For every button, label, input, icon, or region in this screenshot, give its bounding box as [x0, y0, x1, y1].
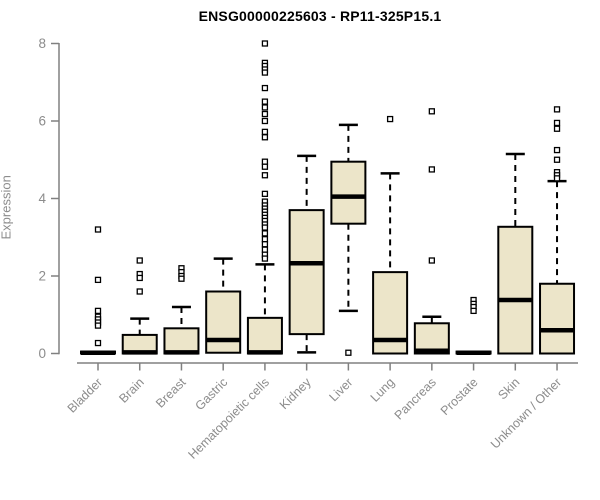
outlier-point: [345, 349, 352, 356]
outlier-point: [136, 257, 143, 264]
outlier-point: [553, 146, 561, 154]
outlier-point: [261, 230, 269, 237]
outlier-point: [261, 224, 269, 231]
outlier-point: [261, 110, 269, 118]
outlier-point: [136, 274, 143, 282]
x-tick-label: Lung: [368, 375, 398, 405]
box-pancreas: [413, 108, 450, 355]
outlier-point: [261, 163, 269, 170]
outlier-point: [94, 322, 102, 329]
y-tick-label: 2: [38, 269, 46, 284]
box-rect: [330, 160, 367, 225]
outlier-point: [261, 172, 269, 179]
box-breast: [163, 265, 200, 355]
y-tick-label: 8: [38, 36, 46, 51]
x-tick-label: Breast: [153, 375, 189, 411]
box-rect: [205, 290, 242, 354]
x-tick-label: Unknown / Other: [488, 375, 564, 451]
outlier-point: [261, 190, 269, 198]
outlier-point: [261, 84, 269, 92]
outlier-point: [94, 307, 102, 315]
box-kidney: [288, 154, 325, 354]
x-tick-label: Hematopoietic cells: [185, 375, 272, 462]
x-tick-label: Liver: [326, 375, 355, 404]
x-tick-label: Skin: [495, 375, 522, 402]
x-tick-label: Gastric: [192, 375, 230, 413]
box-lung: [372, 115, 409, 355]
x-tick-label: Prostate: [438, 375, 481, 418]
outlier-point: [261, 104, 269, 111]
box-rect: [163, 327, 200, 355]
outlier-point: [428, 166, 435, 173]
box-brain: [121, 257, 158, 355]
outlier-point: [261, 69, 269, 76]
box-rect: [413, 322, 450, 355]
outlier-point: [261, 128, 269, 136]
outlier-point: [470, 307, 477, 315]
outlier-point: [261, 236, 269, 243]
x-tick-label: Pancreas: [392, 375, 439, 422]
outlier-point: [136, 288, 143, 295]
box-rect: [539, 282, 576, 355]
outlier-point: [94, 226, 102, 233]
outlier-point: [553, 119, 561, 127]
outlier-point: [261, 98, 269, 105]
outlier-point: [386, 115, 394, 123]
box-rect: [288, 209, 325, 336]
outlier-point: [261, 158, 269, 165]
box-liver: [330, 123, 367, 356]
chart-title: ENSG00000225603 - RP11-325P15.1: [198, 8, 442, 24]
outlier-point: [428, 257, 435, 264]
outlier-point: [553, 175, 561, 182]
outlier-point: [261, 40, 269, 47]
box-bladder: [80, 226, 116, 355]
outlier-point: [553, 156, 561, 163]
box-gastric: [205, 257, 242, 354]
x-tick-label: Bladder: [65, 375, 105, 415]
outlier-point: [553, 106, 561, 113]
box-hematopoietic-cells: [246, 40, 283, 355]
y-tick-label: 0: [38, 346, 46, 361]
outlier-point: [261, 246, 269, 253]
box-skin: [497, 152, 534, 355]
outlier-point: [553, 125, 561, 132]
box-rect: [497, 225, 534, 355]
x-tick-label: Brain: [116, 375, 147, 406]
outlier-point: [428, 108, 435, 115]
outlier-point: [261, 117, 269, 125]
outlier-point: [261, 255, 269, 262]
box-rect: [246, 316, 283, 355]
outlier-point: [261, 134, 269, 141]
x-tick-label: Kidney: [277, 375, 314, 412]
outlier-point: [178, 275, 185, 282]
box-prostate: [455, 296, 492, 355]
outlier-point: [94, 276, 102, 284]
outlier-point: [94, 339, 102, 347]
y-tick-label: 6: [38, 114, 46, 129]
box-unknown-other: [539, 106, 576, 355]
y-tick-label: 4: [38, 191, 46, 206]
outlier-point: [261, 241, 269, 248]
